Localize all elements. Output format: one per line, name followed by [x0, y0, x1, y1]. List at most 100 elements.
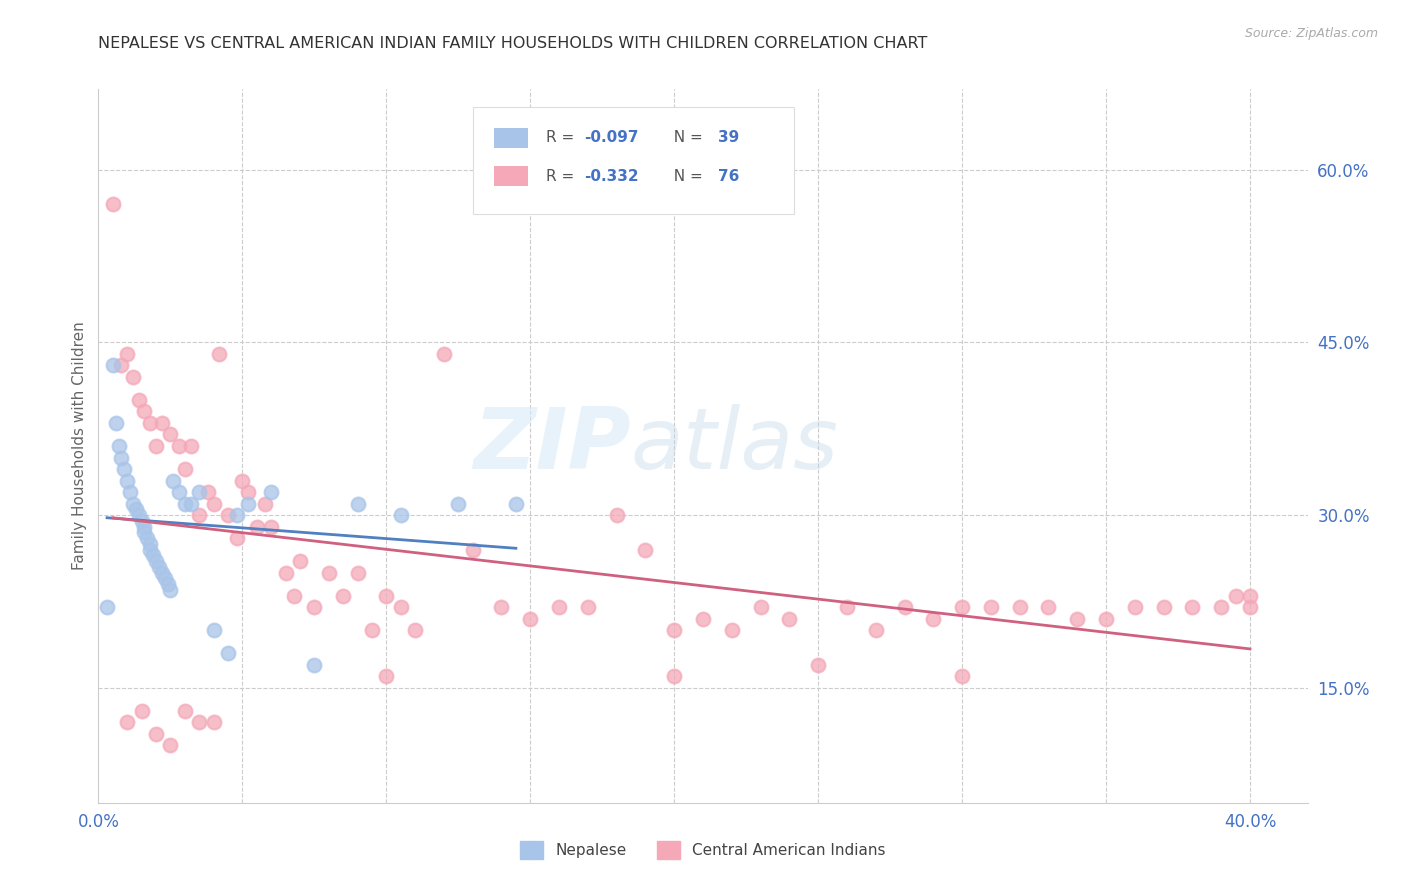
Point — [120, 485, 142, 500]
Text: 76: 76 — [717, 169, 740, 184]
Point — [159, 738, 181, 752]
Point — [332, 589, 354, 603]
Point — [107, 439, 129, 453]
Point — [361, 623, 384, 637]
Point — [1066, 612, 1088, 626]
Point — [519, 612, 541, 626]
Point — [131, 704, 153, 718]
Point — [461, 542, 484, 557]
Point — [950, 600, 973, 615]
Point — [110, 359, 132, 373]
Point — [180, 439, 202, 453]
Point — [254, 497, 277, 511]
Text: R =: R = — [546, 169, 579, 184]
Point — [1225, 589, 1247, 603]
Legend: Nepalese, Central American Indians: Nepalese, Central American Indians — [520, 841, 886, 859]
Point — [375, 589, 398, 603]
Point — [139, 542, 162, 557]
Point — [115, 715, 138, 730]
Point — [865, 623, 887, 637]
Point — [167, 485, 190, 500]
Point — [145, 727, 167, 741]
Point — [115, 347, 138, 361]
Point — [664, 623, 686, 637]
Point — [236, 497, 259, 511]
Point — [246, 519, 269, 533]
Point — [807, 657, 830, 672]
Point — [153, 571, 176, 585]
Point — [142, 549, 165, 563]
Point — [188, 485, 211, 500]
Point — [664, 669, 686, 683]
Point — [139, 416, 162, 430]
Point — [288, 554, 311, 568]
Bar — [494, 128, 527, 148]
Point — [96, 600, 118, 615]
Point — [150, 566, 173, 580]
Point — [1153, 600, 1175, 615]
FancyBboxPatch shape — [474, 107, 793, 214]
Point — [128, 508, 150, 522]
Point — [606, 508, 628, 522]
Point — [447, 497, 470, 511]
Point — [125, 502, 148, 516]
Point — [112, 462, 135, 476]
Point — [389, 508, 412, 522]
Point — [1008, 600, 1031, 615]
Point — [692, 612, 714, 626]
Point — [162, 474, 184, 488]
Point — [346, 566, 368, 580]
Text: -0.097: -0.097 — [585, 130, 638, 145]
Point — [491, 600, 513, 615]
Point — [122, 497, 145, 511]
Point — [236, 485, 259, 500]
Point — [634, 542, 657, 557]
Y-axis label: Family Households with Children: Family Households with Children — [72, 322, 87, 570]
Text: -0.332: -0.332 — [585, 169, 640, 184]
Point — [208, 347, 231, 361]
Point — [548, 600, 571, 615]
Point — [173, 462, 195, 476]
Point — [202, 497, 225, 511]
Point — [225, 508, 247, 522]
Point — [101, 197, 124, 211]
Point — [217, 508, 239, 522]
Point — [375, 669, 398, 683]
Point — [150, 416, 173, 430]
Point — [283, 589, 305, 603]
Point — [922, 612, 945, 626]
Point — [122, 370, 145, 384]
Point — [202, 623, 225, 637]
Text: N =: N = — [664, 169, 709, 184]
Point — [173, 704, 195, 718]
Point — [167, 439, 190, 453]
Point — [389, 600, 412, 615]
Point — [404, 623, 426, 637]
Bar — [494, 166, 527, 186]
Point — [1095, 612, 1118, 626]
Point — [1038, 600, 1060, 615]
Point — [145, 439, 167, 453]
Text: R =: R = — [546, 130, 579, 145]
Text: N =: N = — [664, 130, 709, 145]
Point — [139, 537, 162, 551]
Point — [217, 646, 239, 660]
Point — [260, 485, 283, 500]
Point — [159, 427, 181, 442]
Point — [346, 497, 368, 511]
Point — [778, 612, 800, 626]
Point — [128, 392, 150, 407]
Point — [505, 497, 527, 511]
Point — [148, 559, 170, 574]
Point — [115, 474, 138, 488]
Point — [197, 485, 219, 500]
Text: ZIP: ZIP — [472, 404, 630, 488]
Text: atlas: atlas — [630, 404, 838, 488]
Point — [180, 497, 202, 511]
Point — [893, 600, 915, 615]
Point — [274, 566, 297, 580]
Point — [188, 508, 211, 522]
Point — [720, 623, 742, 637]
Point — [318, 566, 340, 580]
Point — [231, 474, 253, 488]
